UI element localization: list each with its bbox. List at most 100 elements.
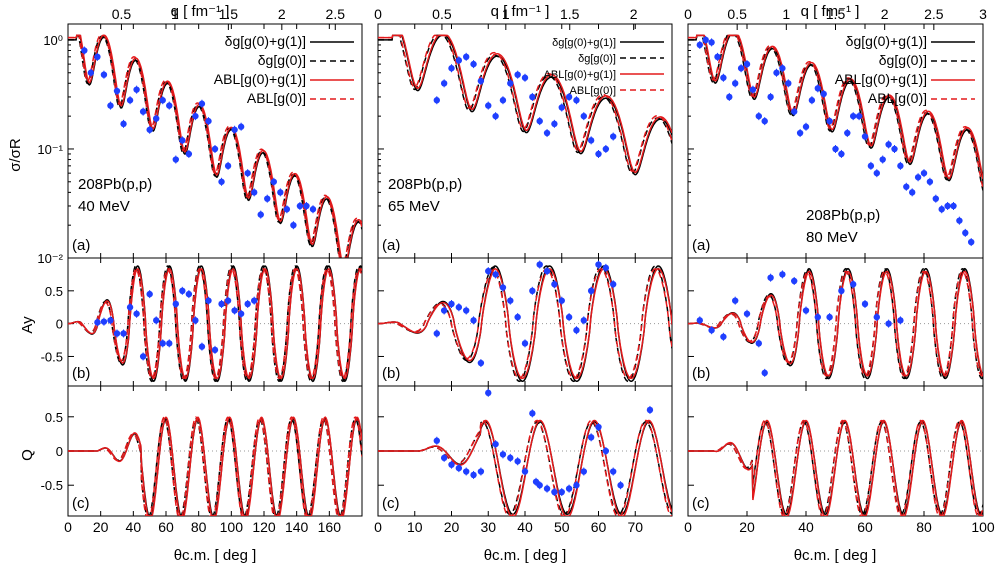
x-tick-label: 0: [374, 519, 382, 535]
data-point: [521, 468, 529, 475]
curves: [688, 267, 983, 380]
data-point: [440, 454, 448, 462]
data-point: [529, 93, 536, 101]
x-tick-label: 60: [591, 519, 607, 535]
x-tick-label: 50: [554, 519, 570, 535]
x-tick-label: 0: [684, 519, 692, 535]
data-point: [565, 93, 573, 101]
data-point: [920, 169, 928, 177]
x-tick-label: 60: [857, 519, 873, 535]
data-point: [543, 267, 551, 275]
data-point: [179, 287, 186, 295]
y-tick-label: 0: [56, 317, 63, 332]
data-point: [565, 485, 573, 492]
legend-entry: ABL[g(0)]: [570, 85, 616, 97]
ylabel-spin-rotation: Q: [19, 449, 36, 461]
data-point: [867, 162, 875, 170]
data-point: [185, 150, 193, 158]
data-point: [198, 100, 206, 107]
data-point: [796, 129, 804, 137]
data-point: [720, 74, 727, 81]
energy-label: 65 MeV: [388, 198, 440, 215]
data-point: [296, 202, 304, 210]
data-point: [192, 317, 199, 324]
data-point: [153, 115, 160, 122]
legend: δg[g(0)+g(1)] δg[g(0)] ABL[g(0)+g(1)] ABL[g…: [214, 33, 354, 106]
y-tick-label: -0.5: [41, 349, 63, 364]
data-point: [956, 217, 963, 224]
series-line-4: [688, 34, 983, 189]
data-point: [192, 112, 199, 120]
legend-entry: ABL[g(0)]: [247, 90, 306, 106]
data-points: [696, 270, 904, 377]
y-tick-label: 10⁻²: [37, 251, 63, 266]
data-point: [779, 65, 786, 72]
curves: [378, 34, 672, 176]
y-tick-label: 0: [56, 444, 63, 459]
series-line-3: [688, 419, 983, 516]
x-tick-label: 140: [285, 519, 309, 535]
data-point: [646, 406, 654, 414]
data-point: [808, 97, 816, 104]
legend: δg[g(0)+g(1)] δg[g(0)] ABL[g(0)+g(1)] ABL[g…: [544, 37, 664, 97]
q-tick-label: 0: [374, 6, 382, 22]
panel-letter: (a): [72, 237, 90, 254]
series-line-3: [378, 268, 672, 380]
data-point: [838, 150, 845, 158]
data-points: [433, 260, 617, 368]
q-tick-label: 0.5: [432, 6, 452, 22]
legend-entry: δg[g(0)+g(1)]: [552, 37, 616, 49]
data-point: [536, 261, 543, 268]
legend-entry: δg[g(0)+g(1)]: [225, 33, 306, 49]
data-point: [211, 145, 219, 153]
x-tick-label: 0: [64, 519, 72, 535]
q-tick-label: 1.5: [219, 6, 239, 22]
column-1: 0.5 1 1.5 2 2.5 10⁻² 10⁻¹ 10⁰ (a) 208Pb(p,p) 40 Me…: [37, 6, 363, 535]
data-point: [696, 41, 703, 49]
data-point: [244, 169, 251, 177]
data-point: [126, 304, 134, 311]
data-point: [891, 145, 898, 153]
data-point: [205, 117, 212, 125]
data-point: [463, 468, 470, 475]
legend-entry: δg[g(0)+g(1)]: [846, 33, 927, 49]
data-point: [602, 264, 610, 272]
data-point: [595, 261, 602, 268]
data-point: [551, 120, 558, 128]
data-point: [791, 108, 798, 115]
data-point: [146, 126, 153, 133]
data-point: [968, 238, 975, 246]
legend-entry: δg[g(0)]: [578, 53, 616, 65]
y-tick-label: 0.5: [45, 284, 63, 299]
data-point: [120, 120, 127, 128]
series-line-3: [68, 268, 362, 380]
data-point: [251, 297, 258, 304]
data-point: [94, 53, 101, 61]
reaction-label: 208Pb(p,p): [806, 207, 880, 224]
data-point: [159, 340, 166, 347]
data-point: [521, 74, 529, 81]
data-point: [100, 71, 108, 78]
data-point: [573, 327, 580, 334]
data-point: [595, 150, 602, 158]
data-point: [433, 330, 440, 337]
data-point: [198, 343, 206, 350]
panel-letter: (c): [72, 495, 90, 512]
data-point: [133, 86, 140, 93]
data-point: [714, 53, 721, 61]
data-point: [303, 202, 310, 210]
data-point: [761, 369, 768, 377]
data-point: [897, 162, 904, 170]
series-line-3: [378, 419, 672, 516]
data-point: [237, 310, 245, 317]
data-points: [696, 35, 975, 247]
panel-letter: (b): [72, 365, 90, 382]
data-point: [743, 310, 751, 317]
data-point: [218, 300, 225, 308]
data-point: [463, 307, 470, 314]
data-point: [166, 102, 173, 109]
panel-cross_section-1: 10⁻² 10⁻¹ 10⁰ (a) 208Pb(p,p) 40 MeV δg[g(0)+g(…: [37, 23, 363, 266]
data-point: [492, 271, 499, 278]
q-tick-label: 1.5: [560, 6, 580, 22]
series-line-3: [688, 270, 983, 377]
